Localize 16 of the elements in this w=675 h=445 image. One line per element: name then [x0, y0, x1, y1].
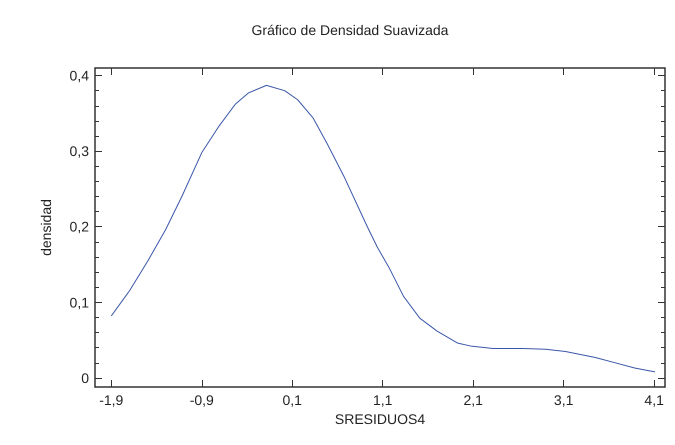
- chart-title: Gráfico de Densidad Suavizada: [252, 22, 449, 38]
- y-tick-label: 0,4: [70, 68, 90, 84]
- y-axis-title: densidad: [38, 199, 54, 256]
- x-tick-label: -1,9: [99, 392, 124, 408]
- x-tick-label: -0,9: [190, 392, 214, 408]
- x-tick-label: 0,1: [282, 392, 302, 408]
- x-tick-label: 2,1: [463, 392, 484, 408]
- x-tick-label: 3,1: [554, 392, 574, 408]
- x-tick-label: 4,1: [644, 392, 664, 408]
- y-tick-label: 0,2: [70, 218, 90, 235]
- y-tick-label: 0: [81, 370, 90, 386]
- y-tick-label: 0,1: [70, 294, 90, 310]
- line-series: [110, 84, 656, 372]
- y-tick-label: 0,3: [70, 143, 90, 160]
- x-tick-label: 1,1: [372, 392, 393, 408]
- x-axis-title: SRESIDUOS4: [334, 410, 426, 427]
